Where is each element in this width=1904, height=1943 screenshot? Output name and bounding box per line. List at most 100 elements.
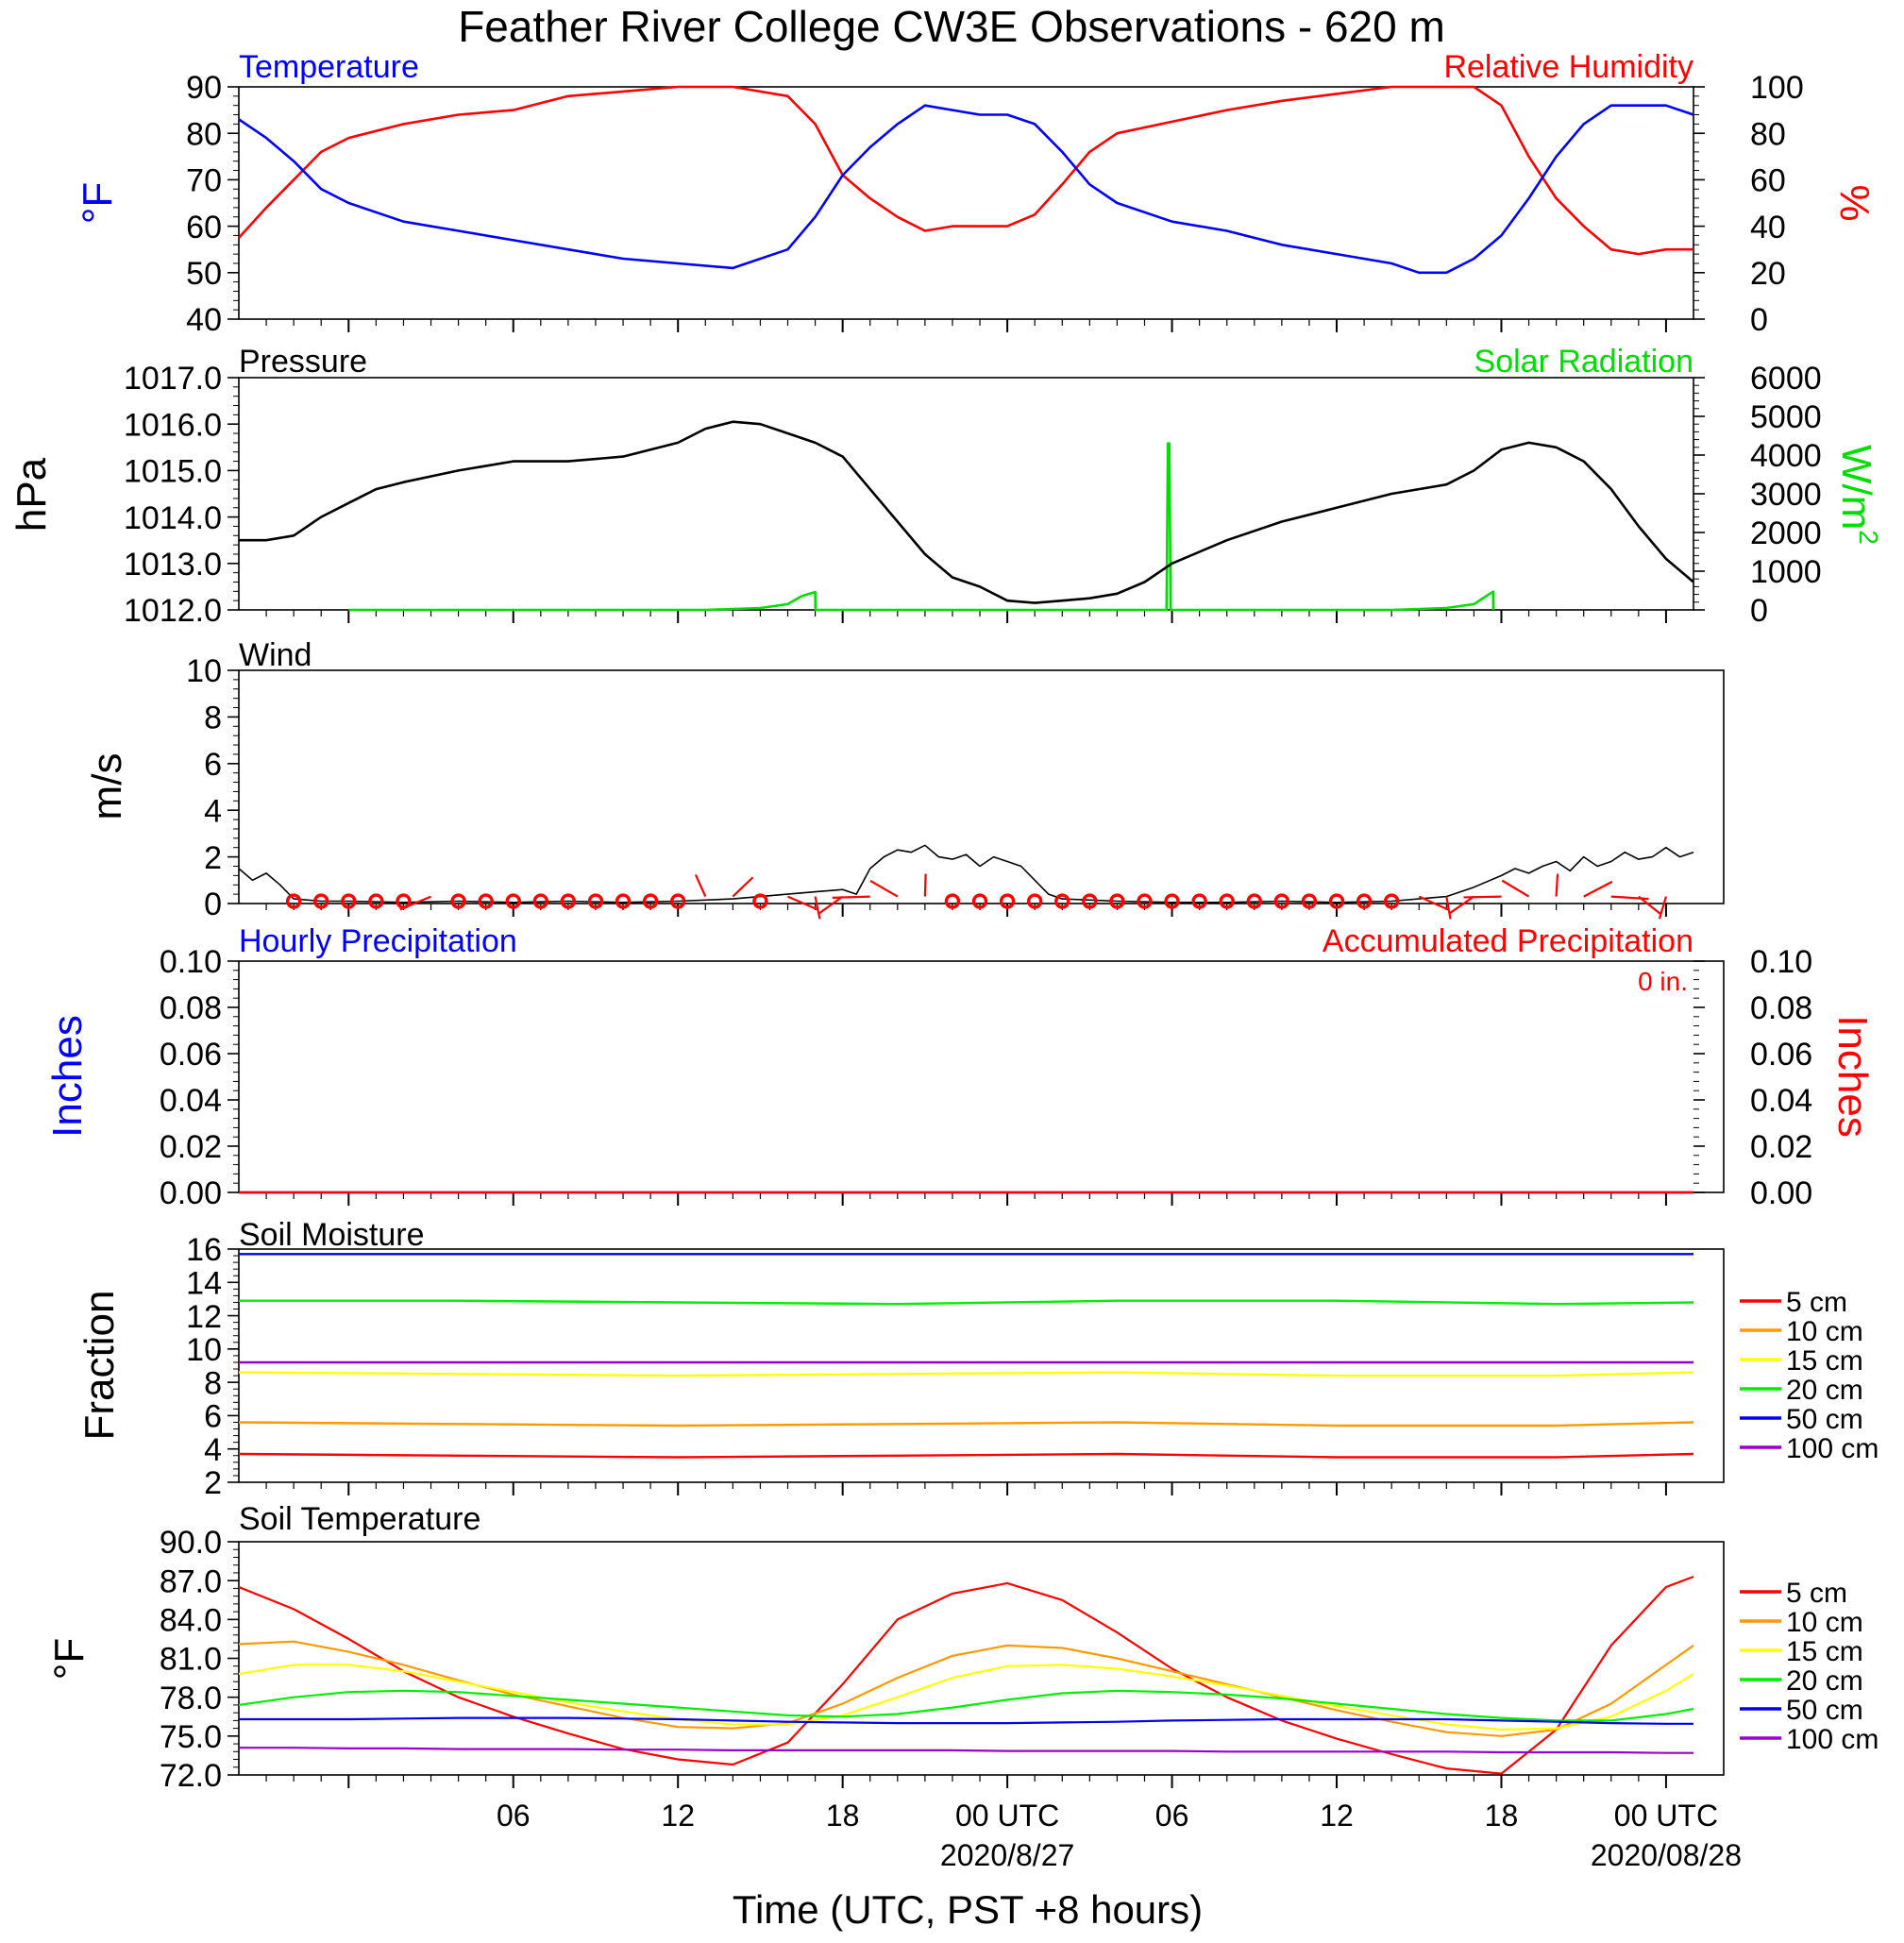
wind-axis-tick-label: 4 <box>204 793 222 829</box>
soil-temperature-axis-tick-label: 78.0 <box>160 1681 222 1716</box>
wind-calm-marker <box>313 893 329 909</box>
soil-moisture-line <box>239 1299 1694 1306</box>
wind-calm-marker <box>1109 893 1125 909</box>
wind-direction-marker <box>1418 895 1450 912</box>
solar-title: Solar Radiation <box>1474 344 1693 380</box>
accum-precip-axis-tick-label: 0.02 <box>1750 1129 1812 1165</box>
wind-calm-marker <box>1356 893 1373 909</box>
wind-direction-marker <box>1658 896 1667 920</box>
plot-frame <box>238 1248 1725 1483</box>
soil-temperature-panel: 90.087.0 84.081.078.075.072.0 Soil Tempera… <box>46 1501 1879 1794</box>
x-axis-label: Time (UTC, PST +8 hours) <box>733 1887 1203 1932</box>
soil-moisture-legend-label: 50 cm <box>1786 1404 1863 1435</box>
wind-calm-marker <box>1026 893 1043 909</box>
temperature-axis-tick-label: 50 <box>186 256 222 292</box>
pressure-axis-tick-label: 1015.0 <box>124 454 222 490</box>
x-date-label: 2020/8/27 <box>940 1838 1074 1872</box>
accum-precip-axis-tick-label: 0.06 <box>1750 1037 1812 1073</box>
hourly-precip-axis-tick-label: 0.02 <box>160 1129 222 1165</box>
hourly-precip-axis-tick-label: 0.10 <box>160 944 222 980</box>
x-date-label: 2020/08/28 <box>1591 1838 1742 1872</box>
wind-calm-marker <box>615 893 632 909</box>
wind-direction-marker <box>1555 873 1559 897</box>
wind-axis-tick-label: 0 <box>204 887 222 922</box>
soil-moisture-axis-tick-label: 8 <box>204 1365 222 1401</box>
soil-moisture-axis-tick-label: 2 <box>204 1465 222 1501</box>
wind-axis-label: m/s <box>84 753 130 820</box>
pressure-line <box>239 420 1694 604</box>
wind-calm-marker <box>341 893 357 909</box>
solar-radiation-line <box>348 442 1495 612</box>
temperature-axis-tick-label: 90 <box>186 70 222 106</box>
hourly-precip-axis-tick-label: 0.08 <box>160 990 222 1026</box>
hourly-precip-axis-tick-label: 0.04 <box>160 1083 222 1119</box>
humidity-line <box>238 85 1693 256</box>
solar-axis-tick-label: 0 <box>1750 593 1768 629</box>
wind-calm-marker <box>532 893 549 909</box>
wind-calm-marker <box>1301 893 1318 909</box>
soil-moisture-axis-tick-label: 6 <box>204 1399 222 1435</box>
wind-calm-marker <box>999 893 1016 909</box>
wind-axis-tick-label: 2 <box>204 840 222 876</box>
temperature-axis-tick-label: 70 <box>186 163 222 199</box>
soil-temperature-legend-label: 20 cm <box>1786 1665 1863 1697</box>
wind-title: Wind <box>239 637 312 673</box>
accum-precip-axis-tick-label: 0.00 <box>1750 1175 1812 1211</box>
wind-calm-marker <box>368 893 384 909</box>
wind-direction-marker <box>1501 879 1530 898</box>
soil-temperature-legend-label: 50 cm <box>1786 1695 1863 1726</box>
wind-calm-marker <box>971 893 988 909</box>
pressure-axis-tick-label: 1012.0 <box>124 593 222 629</box>
wind-direction-marker <box>817 895 844 915</box>
wind-direction-marker <box>1463 895 1502 899</box>
wind-calm-marker <box>1164 893 1180 909</box>
solar-axis-tick-label: 6000 <box>1750 361 1822 397</box>
wind-direction-marker <box>869 879 899 898</box>
pressure-title: Pressure <box>239 344 367 380</box>
solar-axis-label: W/m2 <box>1833 445 1883 545</box>
humidity-axis-label: % <box>1831 184 1878 221</box>
soil-temperature-axis-tick-label: 87.0 <box>160 1563 222 1599</box>
plot-frame <box>238 1541 1725 1776</box>
soil-temperature-axis-tick-label: 90.0 <box>160 1525 222 1561</box>
soil-temperature-axis-tick-label: 72.0 <box>160 1758 222 1794</box>
x-tick-label: 06 <box>497 1799 531 1833</box>
wind-calm-marker <box>1054 893 1070 909</box>
wind-axis-tick-label: 10 <box>186 653 222 689</box>
pressure-axis-tick-label: 1013.0 <box>124 547 222 583</box>
temperature-axis-label: °F <box>75 182 121 224</box>
soil-moisture-line <box>238 1421 1694 1428</box>
plot-frame <box>238 669 1725 904</box>
soil-moisture-axis-tick-label: 12 <box>186 1299 222 1335</box>
wind-panel: 10 8 6 4 2 0 Wind m/s <box>84 637 1725 922</box>
humidity-axis-tick-label: 40 <box>1750 210 1786 245</box>
wind-calm-marker <box>560 893 577 909</box>
precipitation-panel: 0.10 0.08 0.06 0.04 0.02 0.00 0.10 0.08 0.06 0.04… <box>44 923 1876 1211</box>
wind-calm-marker <box>1082 893 1098 909</box>
temperature-axis-tick-label: 60 <box>186 210 222 245</box>
accum-precip-axis-tick-label: 0.10 <box>1750 944 1812 980</box>
x-tick-label: 18 <box>1485 1799 1519 1833</box>
wind-calm-marker <box>1328 893 1345 909</box>
soil-temperature-line <box>238 1689 1694 1722</box>
plot-frame <box>238 86 1694 320</box>
temperature-axis-tick-label: 80 <box>186 116 222 152</box>
wind-calm-marker <box>1383 893 1400 909</box>
soil-temperature-axis-label: °F <box>46 1638 93 1680</box>
accum-precip-axis-label: Inches <box>1829 1015 1876 1138</box>
x-tick-label: 00 UTC <box>1614 1799 1718 1833</box>
wind-direction-marker <box>787 895 819 911</box>
wind-calm-marker <box>587 893 604 909</box>
soil-moisture-axis-tick-label: 4 <box>204 1432 222 1468</box>
solar-axis-tick-label: 3000 <box>1750 477 1822 513</box>
wind-calm-marker <box>1219 893 1235 909</box>
wind-calm-marker <box>1191 893 1207 909</box>
solar-axis-tick-label: 4000 <box>1750 438 1822 474</box>
humidity-axis-tick-label: 100 <box>1750 70 1804 106</box>
wind-direction-marker <box>694 873 707 898</box>
wind-calm-marker <box>642 893 659 909</box>
wind-direction-marker <box>814 896 821 920</box>
hourly-precip-title: Hourly Precipitation <box>239 923 517 959</box>
pressure-axis-label: hPa <box>8 457 55 532</box>
